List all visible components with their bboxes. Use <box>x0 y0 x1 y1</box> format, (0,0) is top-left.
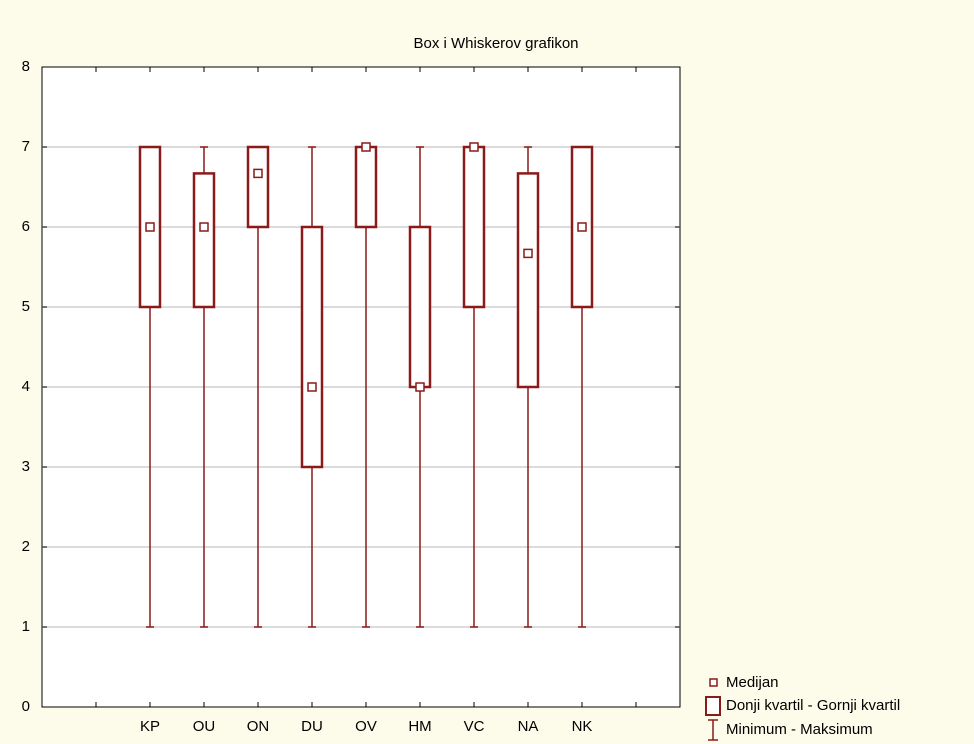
y-tick-label: 5 <box>22 298 30 315</box>
box <box>354 145 378 229</box>
y-tick-label: 6 <box>22 218 30 235</box>
median <box>577 222 587 232</box>
x-tick-label: VC <box>464 718 485 735</box>
x-tick-label: DU <box>301 718 323 735</box>
x-tick-label: HM <box>408 718 431 735</box>
median <box>523 248 533 259</box>
box <box>246 145 270 229</box>
y-tick-label: 2 <box>22 538 30 555</box>
median <box>145 222 155 232</box>
median <box>469 142 479 152</box>
x-tick-label: OV <box>355 718 377 735</box>
median <box>253 168 263 179</box>
legend-label: Donji kvartil - Gornji kvartil <box>726 697 900 714</box>
x-tick-label: KP <box>140 718 160 735</box>
chart-title: Box i Whiskerov grafikon <box>413 35 578 52</box>
box <box>192 172 216 309</box>
x-tick-label: OU <box>193 718 216 735</box>
median <box>361 142 371 152</box>
x-tick-label: NA <box>518 718 539 735</box>
y-tick-label: 0 <box>22 698 30 715</box>
legend-median-icon <box>709 678 718 687</box>
y-tick-label: 3 <box>22 458 30 475</box>
box <box>516 172 540 389</box>
median <box>199 222 209 232</box>
legend-label: Minimum - Maksimum <box>726 721 873 738</box>
box <box>462 145 486 309</box>
x-tick-label: NK <box>572 718 593 735</box>
box <box>408 225 432 389</box>
y-tick-label: 8 <box>22 58 30 75</box>
x-tick-label: ON <box>247 718 270 735</box>
y-tick-label: 7 <box>22 138 30 155</box>
median <box>415 382 425 392</box>
y-tick-label: 4 <box>22 378 30 395</box>
median <box>307 382 317 392</box>
legend-box-icon <box>705 696 721 716</box>
box <box>300 225 324 469</box>
y-tick-label: 1 <box>22 618 30 635</box>
legend-label: Medijan <box>726 674 779 691</box>
